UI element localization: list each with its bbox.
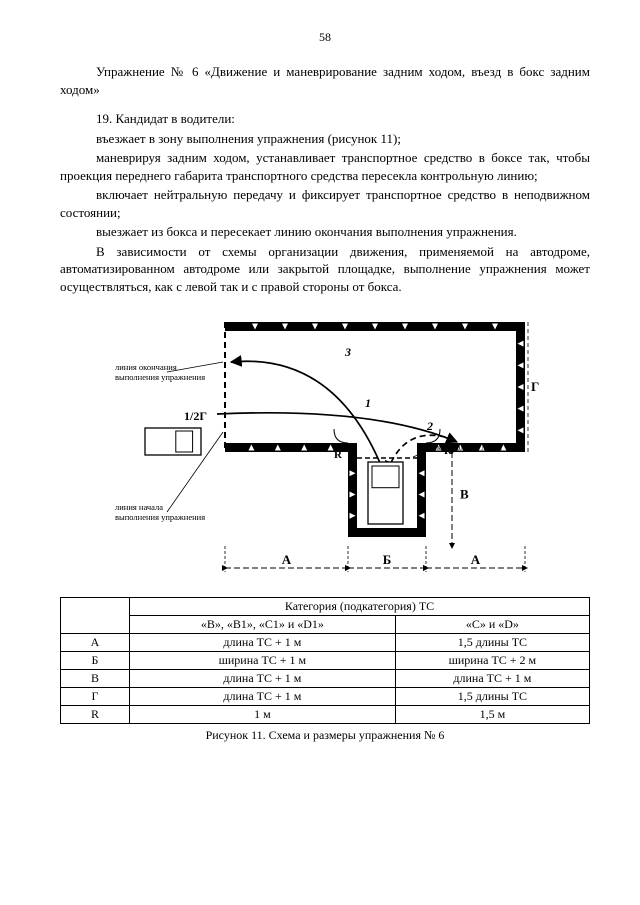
svg-text:линия окончания: линия окончания — [115, 362, 177, 372]
table-cell: длина ТС + 1 м — [395, 669, 589, 687]
figure-caption: Рисунок 11. Схема и размеры упражнения №… — [60, 728, 590, 743]
para-4: выезжает из бокса и пересекает линию око… — [60, 223, 590, 241]
svg-text:1: 1 — [365, 396, 371, 410]
table-body: Адлина ТС + 1 м1,5 длины ТСБширина ТС + … — [61, 633, 590, 723]
th-category: Категория (подкатегория) ТС — [130, 597, 590, 615]
table-row: Адлина ТС + 1 м1,5 длины ТС — [61, 633, 590, 651]
svg-text:выполнения упражнения: выполнения упражнения — [115, 512, 205, 522]
svg-text:2: 2 — [426, 419, 433, 433]
svg-text:1/2Г: 1/2Г — [184, 409, 207, 423]
table-cell: 1,5 длины ТС — [395, 687, 589, 705]
table-cell: ширина ТС + 1 м — [130, 651, 396, 669]
svg-text:А: А — [471, 552, 481, 567]
table-cell: 1,5 м — [395, 705, 589, 723]
table-row: R1 м1,5 м — [61, 705, 590, 723]
lead: 19. Кандидат в водители: — [60, 110, 590, 128]
exercise-diagram: 123RRАБАВГ1/2Глиния окончаниявыполнения … — [110, 310, 540, 585]
table-row: Вдлина ТС + 1 мдлина ТС + 1 м — [61, 669, 590, 687]
para-5: В зависимости от схемы организации движе… — [60, 243, 590, 296]
exercise-title: Упражнение № 6 «Движение и маневрировани… — [60, 63, 590, 98]
table-cell: Г — [61, 687, 130, 705]
page-number: 58 — [60, 30, 590, 45]
table-cell: А — [61, 633, 130, 651]
svg-text:Г: Г — [531, 379, 539, 394]
table-cell: 1,5 длины ТС — [395, 633, 589, 651]
svg-text:В: В — [460, 486, 469, 501]
table-cell: длина ТС + 1 м — [130, 633, 396, 651]
table-cell: 1 м — [130, 705, 396, 723]
svg-text:Б: Б — [383, 552, 392, 567]
page: 58 Упражнение № 6 «Движение и маневриров… — [0, 0, 640, 905]
th-col1: «B», «B1», «C1» и «D1» — [130, 615, 396, 633]
th-col2: «C» и «D» — [395, 615, 589, 633]
para-2: маневрируя задним ходом, устанавливает т… — [60, 149, 590, 184]
svg-text:контрольная линия: контрольная линия — [437, 443, 502, 452]
para-1: въезжает в зону выполнения упражнения (р… — [60, 130, 590, 148]
table-cell: Б — [61, 651, 130, 669]
table-row: Бширина ТС + 1 мширина ТС + 2 м — [61, 651, 590, 669]
svg-text:выполнения упражнения: выполнения упражнения — [115, 372, 205, 382]
table-cell: длина ТС + 1 м — [130, 687, 396, 705]
table-cell: длина ТС + 1 м — [130, 669, 396, 687]
svg-text:3: 3 — [344, 345, 351, 359]
table-cell: R — [61, 705, 130, 723]
svg-text:R: R — [334, 449, 343, 461]
dimensions-table: Категория (подкатегория) ТС «B», «B1», «… — [60, 597, 590, 724]
body-text: Упражнение № 6 «Движение и маневрировани… — [60, 63, 590, 296]
svg-text:А: А — [282, 552, 292, 567]
svg-text:линия начала: линия начала — [115, 502, 163, 512]
th-blank — [61, 597, 130, 633]
table-cell: В — [61, 669, 130, 687]
diagram: 123RRАБАВГ1/2Глиния окончаниявыполнения … — [60, 310, 590, 585]
table-row: Гдлина ТС + 1 м1,5 длины ТС — [61, 687, 590, 705]
para-3: включает нейтральную передачу и фиксируе… — [60, 186, 590, 221]
table-cell: ширина ТС + 2 м — [395, 651, 589, 669]
